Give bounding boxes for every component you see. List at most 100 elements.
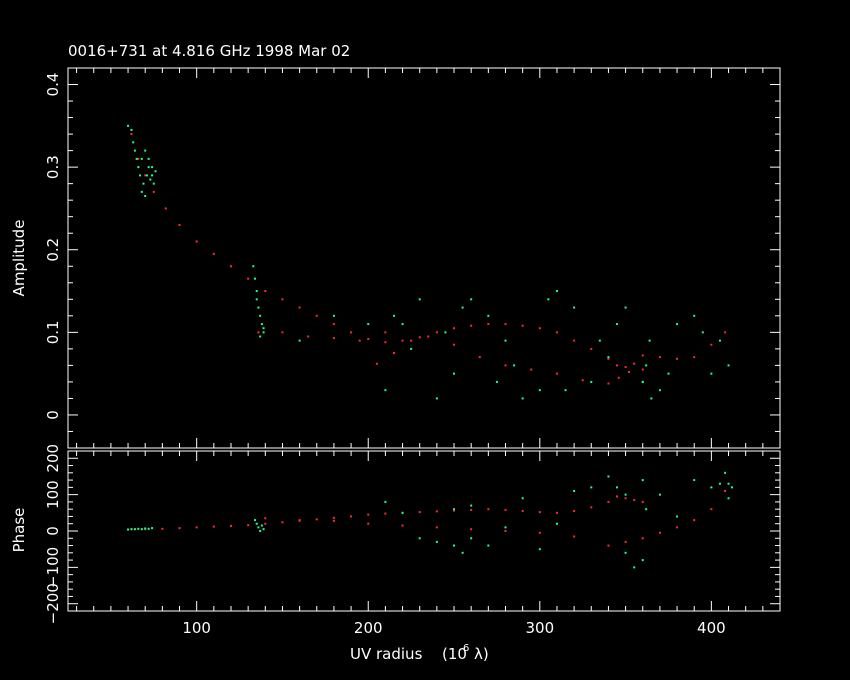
amplitude-point-series-0: [478, 356, 481, 359]
amplitude-point-series-1: [262, 331, 265, 334]
phase-point-series-0: [264, 517, 267, 520]
x-axis-unit-exponent: 6: [463, 643, 469, 654]
amplitude-point-series-1: [444, 331, 447, 334]
amplitude-point-series-0: [307, 335, 310, 338]
phase-point-series-1: [633, 566, 636, 569]
phase-point-series-0: [641, 500, 644, 503]
amplitude-point-series-1: [727, 364, 730, 367]
amplitude-point-series-1: [154, 170, 157, 173]
amplitude-point-series-0: [281, 298, 284, 301]
amplitude-point-series-1: [255, 290, 258, 293]
amplitude-point-series-0: [633, 362, 636, 365]
amplitude-point-series-1: [401, 323, 404, 326]
amplitude-point-series-1: [645, 364, 648, 367]
phase-point-series-1: [521, 497, 524, 500]
phase-point-series-1: [470, 504, 473, 507]
amplitude-point-series-1: [710, 372, 713, 375]
amplitude-point-series-0: [410, 339, 413, 342]
phase-point-series-1: [624, 551, 627, 554]
amplitude-point-series-0: [375, 362, 378, 365]
phase-point-series-1: [658, 493, 661, 496]
amplitude-y-tick-label: 0.4: [44, 73, 62, 97]
amplitude-point-series-0: [607, 357, 610, 360]
phase-point-series-0: [504, 530, 507, 532]
amplitude-point-series-0: [164, 207, 167, 210]
amplitude-point-series-0: [538, 327, 541, 330]
amplitude-point-series-0: [710, 343, 713, 346]
amplitude-panel: 0 0.1 0.2 0.3 0.4: [44, 67, 781, 449]
phase-point-series-1: [616, 486, 619, 489]
amplitude-point-series-1: [616, 323, 619, 326]
phase-point-series-0: [607, 544, 610, 547]
phase-point-series-1: [693, 479, 696, 482]
amplitude-point-series-0: [229, 265, 232, 268]
phase-point-series-1: [262, 528, 265, 531]
phase-point-series-1: [724, 471, 727, 474]
amplitude-point-series-1: [590, 380, 593, 383]
amplitude-point-series-1: [410, 347, 413, 350]
phase-point-series-1: [641, 559, 644, 562]
amplitude-point-series-0: [384, 331, 387, 334]
amplitude-point-series-1: [392, 314, 395, 317]
amplitude-point-series-0: [628, 371, 631, 373]
amplitude-point-series-1: [555, 290, 558, 293]
phase-point-series-1: [151, 527, 154, 530]
phase-point-series-0: [573, 510, 576, 512]
phase-point-series-0: [521, 510, 524, 512]
amplitude-point-series-1: [384, 389, 387, 392]
phase-point-series-1: [730, 486, 733, 489]
chart-title: 0016+731 at 4.816 GHz 1998 Mar 02: [68, 42, 350, 60]
phase-point-series-1: [710, 486, 713, 489]
amplitude-point-series-0: [427, 335, 430, 338]
amplitude-point-series-1: [260, 323, 263, 326]
phase-point-series-0: [178, 527, 181, 530]
amplitude-point-series-0: [247, 277, 250, 280]
amplitude-point-series-1: [648, 339, 651, 342]
x-tick-label: 300: [525, 619, 554, 637]
amplitude-point-series-1: [332, 314, 335, 317]
amplitude-point-series-0: [358, 339, 361, 342]
amplitude-point-series-0: [641, 354, 644, 357]
amplitude-point-series-1: [607, 356, 610, 359]
phase-point-series-1: [538, 548, 541, 551]
phase-point-series-0: [624, 540, 627, 543]
phase-point-series-0: [401, 524, 404, 527]
x-tick-label: 400: [697, 619, 726, 637]
amplitude-point-series-1: [259, 314, 262, 317]
amplitude-point-series-0: [257, 331, 260, 334]
amplitude-point-series-1: [151, 166, 154, 169]
amplitude-point-series-0: [521, 324, 524, 327]
phase-point-series-1: [641, 479, 644, 482]
phase-point-series-0: [264, 522, 267, 525]
phase-point-series-1: [727, 482, 730, 485]
amplitude-point-series-0: [178, 223, 181, 226]
amplitude-point-series-1: [151, 174, 154, 177]
phase-point-series-1: [257, 526, 260, 529]
amplitude-frame: [67, 67, 781, 449]
amplitude-point-series-1: [147, 166, 150, 169]
phase-point-series-1: [384, 500, 387, 503]
phase-point-series-0: [367, 522, 370, 525]
amplitude-point-series-0: [555, 331, 558, 334]
amplitude-point-series-0: [392, 352, 395, 354]
amplitude-point-series-0: [724, 331, 727, 334]
amplitude-point-series-1: [461, 306, 464, 309]
amplitude-point-series-1: [147, 157, 150, 160]
phase-point-series-1: [470, 537, 473, 540]
phase-point-series-0: [504, 508, 507, 511]
amplitude-point-series-0: [418, 336, 421, 339]
phase-point-series-0: [470, 528, 473, 531]
phase-point-series-1: [590, 486, 593, 489]
amplitude-point-series-0: [676, 357, 679, 360]
phase-point-series-1: [676, 515, 679, 518]
amplitude-point-series-0: [504, 364, 507, 367]
amplitude-point-series-0: [281, 331, 284, 334]
x-tick-label: 100: [182, 619, 211, 637]
phase-point-series-0: [555, 511, 558, 514]
amplitude-point-series-0: [130, 133, 133, 136]
amplitude-point-series-1: [127, 124, 130, 127]
amplitude-point-series-1: [262, 327, 265, 330]
amplitude-point-series-1: [149, 178, 152, 181]
phase-point-series-0: [350, 515, 353, 518]
amplitude-point-series-0: [350, 331, 353, 334]
